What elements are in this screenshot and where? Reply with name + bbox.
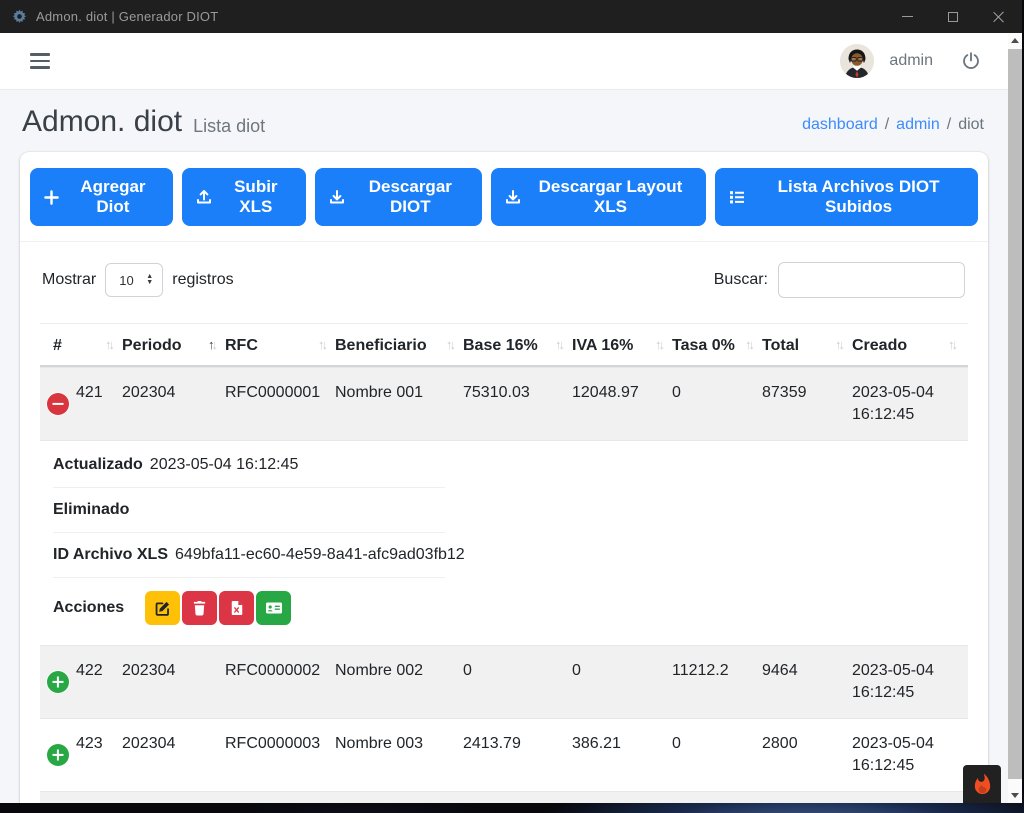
select-arrows-icon: ▲ ▼ bbox=[146, 273, 154, 286]
diot-table: # ↑ ↓ Periodo ↑ ↓ RFC ↑ ↓ Beneficiario ↑ ↓ Base … bbox=[40, 323, 968, 803]
expand-row-icon[interactable] bbox=[47, 744, 69, 766]
table-row: 421 202304 RFC0000001 Nombre 001 75310.0… bbox=[40, 367, 968, 440]
minimize-button[interactable] bbox=[884, 0, 930, 33]
upload-icon bbox=[196, 189, 212, 205]
titlebar: Admon. diot | Generador DIOT bbox=[0, 0, 1022, 33]
updated-value: 2023-05-04 16:12:45 bbox=[149, 456, 299, 473]
updated-label: Actualizado bbox=[53, 456, 143, 473]
header-tasa0[interactable]: Tasa 0% ↑ ↓ bbox=[672, 324, 762, 365]
header-beneficiario[interactable]: Beneficiario ↑ ↓ bbox=[335, 324, 463, 365]
scroll-down-arrow[interactable] bbox=[1008, 788, 1022, 803]
deleted-label: Eliminado bbox=[53, 501, 130, 518]
edit-icon bbox=[154, 600, 171, 617]
maximize-icon bbox=[948, 11, 958, 22]
upload-xls-button[interactable]: Subir XLS bbox=[181, 168, 306, 226]
sort-icon: ↑ ↓ bbox=[948, 337, 958, 352]
page-title: Admon. diot bbox=[22, 105, 183, 138]
minimize-icon bbox=[901, 16, 913, 17]
page-size-select[interactable]: 10 ▲ ▼ bbox=[105, 263, 164, 297]
sort-icon: ↑ ↓ bbox=[655, 337, 665, 352]
menu-toggle-icon[interactable] bbox=[30, 53, 50, 69]
file-excel-icon bbox=[230, 600, 244, 616]
table-row: 423 202304 RFC0000003 Nombre 003 2413.79… bbox=[40, 718, 968, 791]
sort-icon: ↑ ↓ bbox=[555, 337, 565, 352]
table-row: 424 202304 RFC0000004 Nombre 004 9500 15… bbox=[40, 791, 968, 803]
add-diot-button[interactable]: Agregar Diot bbox=[30, 168, 173, 226]
list-uploaded-files-button[interactable]: Lista Archivos DIOT Subidos bbox=[715, 168, 978, 226]
diot-card: Agregar Diot Subir XLS Descargar DIOT De… bbox=[20, 152, 988, 803]
breadcrumb: dashboard / admin / diot bbox=[802, 116, 984, 133]
header-base16[interactable]: Base 16% ↑ ↓ bbox=[463, 324, 572, 365]
actions-label: Acciones bbox=[53, 599, 125, 616]
edit-button[interactable] bbox=[145, 591, 181, 625]
download-layout-xls-button[interactable]: Descargar Layout XLS bbox=[490, 168, 707, 226]
scrollbar-thumb[interactable] bbox=[1008, 49, 1022, 779]
breadcrumb-current: diot bbox=[958, 116, 984, 133]
breadcrumb-dashboard[interactable]: dashboard bbox=[802, 116, 878, 133]
download-diot-button[interactable]: Descargar DIOT bbox=[314, 168, 482, 226]
window-title: Admon. diot | Generador DIOT bbox=[36, 9, 219, 24]
username[interactable]: admin bbox=[889, 52, 933, 69]
table-controls: Mostrar 10 ▲ ▼ registros Buscar: bbox=[20, 242, 988, 323]
page-subtitle: Lista diot bbox=[193, 115, 266, 136]
sort-icon: ↑ ↓ bbox=[208, 337, 218, 352]
logout-button[interactable] bbox=[960, 50, 982, 72]
maximize-button[interactable] bbox=[930, 0, 976, 33]
page-header: Admon. diot Lista diot dashboard / admin / d… bbox=[0, 90, 1008, 150]
list-icon bbox=[729, 189, 745, 205]
header-total[interactable]: Total ↑ ↓ bbox=[762, 324, 852, 365]
file-id-value: 649bfa11-ec60-4e59-8a41-afc9ad03fb12 bbox=[174, 546, 465, 563]
breadcrumb-admin[interactable]: admin bbox=[896, 116, 940, 133]
scrollbar bbox=[1008, 33, 1022, 803]
sort-icon: ↑ ↓ bbox=[105, 337, 115, 352]
id-card-icon bbox=[265, 600, 283, 616]
table-row: 422 202304 RFC0000002 Nombre 002 0 0 112… bbox=[40, 645, 968, 718]
sort-icon: ↑ ↓ bbox=[446, 337, 456, 352]
window-body: admin Admon. diot Lista diot dashboard / a… bbox=[0, 33, 1022, 803]
app-icon bbox=[12, 9, 27, 24]
scroll-up-arrow[interactable] bbox=[1008, 33, 1022, 48]
toolbar: Agregar Diot Subir XLS Descargar DIOT De… bbox=[20, 152, 988, 242]
download-icon bbox=[329, 189, 345, 205]
records-label: registros bbox=[172, 271, 234, 288]
window-controls bbox=[884, 0, 1022, 33]
debugbar-toggle-button[interactable] bbox=[963, 765, 1001, 803]
sort-icon: ↑ ↓ bbox=[745, 337, 755, 352]
delete-button[interactable] bbox=[182, 591, 218, 625]
header-creado[interactable]: Creado ↑ ↓ bbox=[852, 324, 965, 365]
header-periodo[interactable]: Periodo ↑ ↓ bbox=[122, 324, 225, 365]
search-label: Buscar: bbox=[713, 271, 768, 288]
row-actions bbox=[145, 591, 292, 625]
sort-icon: ↑ ↓ bbox=[318, 337, 328, 352]
expand-row-icon[interactable] bbox=[47, 671, 69, 693]
triangle-down-icon bbox=[1011, 793, 1019, 798]
delete-xls-button[interactable] bbox=[219, 591, 255, 625]
contact-card-button[interactable] bbox=[256, 591, 292, 625]
sort-icon: ↑ ↓ bbox=[835, 337, 845, 352]
row-detail-panel: Actualizado 2023-05-04 16:12:45 Eliminado… bbox=[40, 440, 968, 645]
header-num[interactable]: # ↑ ↓ bbox=[40, 324, 122, 365]
avatar[interactable] bbox=[840, 44, 875, 78]
navbar: admin bbox=[0, 33, 1008, 90]
trash-icon bbox=[192, 600, 207, 616]
table-header-row: # ↑ ↓ Periodo ↑ ↓ RFC ↑ ↓ Beneficiario ↑ ↓ Base … bbox=[40, 323, 968, 367]
collapse-row-icon[interactable] bbox=[47, 393, 69, 415]
plus-icon bbox=[44, 189, 59, 205]
show-label: Mostrar bbox=[42, 271, 97, 288]
triangle-up-icon bbox=[1011, 38, 1019, 43]
download-icon bbox=[505, 189, 521, 205]
flame-icon bbox=[971, 773, 994, 796]
header-rfc[interactable]: RFC ↑ ↓ bbox=[225, 324, 335, 365]
file-id-label: ID Archivo XLS bbox=[53, 546, 168, 563]
search-input[interactable] bbox=[778, 262, 965, 298]
close-icon bbox=[993, 11, 1005, 23]
header-iva16[interactable]: IVA 16% ↑ ↓ bbox=[572, 324, 672, 365]
close-button[interactable] bbox=[976, 0, 1022, 33]
